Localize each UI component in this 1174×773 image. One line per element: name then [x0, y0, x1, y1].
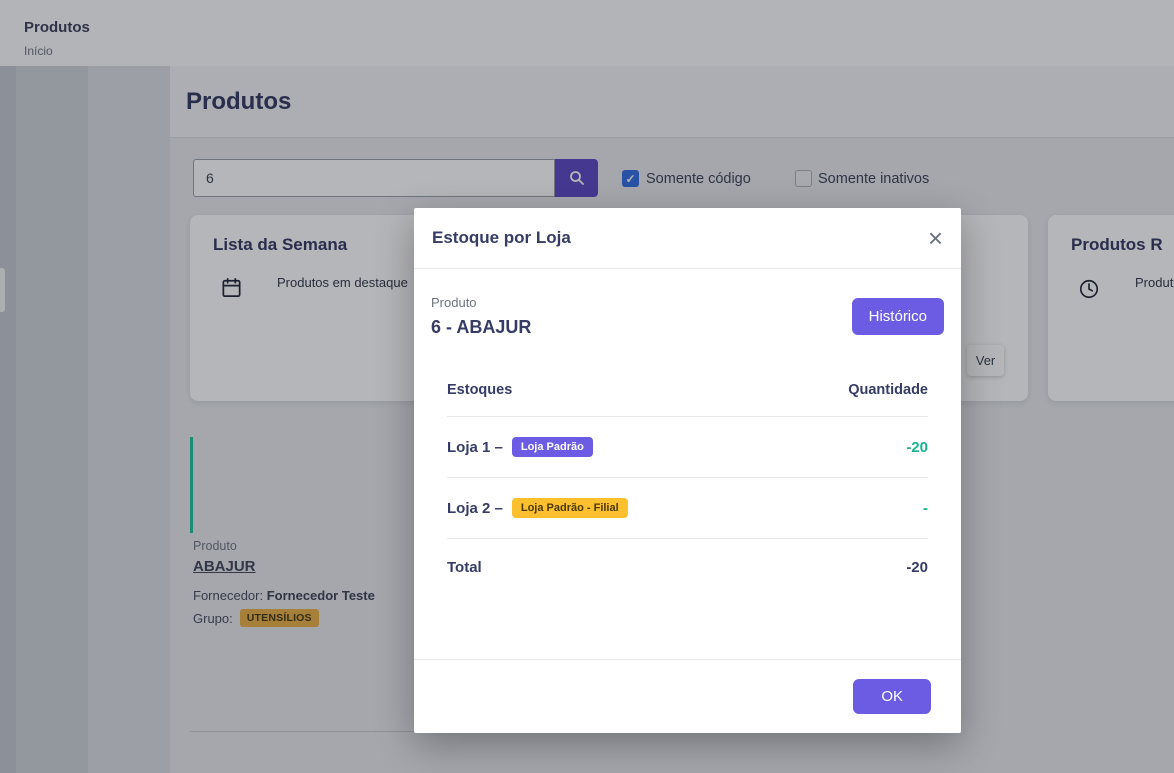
check-icon: ✓	[625, 171, 636, 186]
page-header-band	[170, 66, 1174, 138]
stock-table-header: Estoques Quantidade	[447, 376, 928, 417]
product-group-line: Grupo: UTENSÍLIOS	[193, 609, 319, 627]
group-label: Grupo:	[193, 610, 233, 626]
product-supplier-line: Fornecedor: Fornecedor Teste	[193, 588, 375, 603]
topbar-title: Produtos	[24, 19, 90, 36]
modal-product-name: 6 - ABAJUR	[431, 317, 532, 337]
supplier-label: Fornecedor:	[193, 588, 264, 603]
modal-title: Estoque por Loja	[432, 228, 571, 247]
clock-icon	[1078, 278, 1100, 305]
supplier-value: Fornecedor Teste	[266, 588, 375, 603]
product-name-link[interactable]: ABAJUR	[193, 558, 256, 575]
estoque-por-loja-modal: Estoque por Loja × Produto 6 - ABAJUR Hi…	[414, 208, 961, 733]
store-badge: Loja Padrão - Filial	[511, 498, 628, 518]
product-label: Produto	[193, 539, 237, 553]
modal-product-block: Produto 6 - ABAJUR	[431, 295, 531, 338]
store-badge: Loja Padrão	[511, 437, 593, 457]
ok-button[interactable]: OK	[853, 679, 931, 714]
total-row: Total -20	[447, 539, 928, 596]
modal-product-label: Produto	[431, 295, 477, 310]
table-row: Loja 1 – Loja Padrão -20	[447, 417, 928, 478]
store-name: Loja 1 –	[447, 438, 503, 456]
modal-footer: OK	[414, 659, 961, 733]
quantity-column-header: Quantidade	[848, 382, 928, 398]
card-week-title: Lista da Semana	[213, 235, 348, 254]
store-cell: Loja 1 – Loja Padrão	[447, 437, 593, 457]
sidebar-active-indicator	[0, 268, 5, 312]
checkbox-somente-codigo-label: Somente código	[646, 171, 751, 187]
historico-button[interactable]: Histórico	[851, 298, 944, 335]
table-row: Loja 2 – Loja Padrão - Filial -	[447, 478, 928, 539]
sidebar-icon-rail	[16, 66, 88, 773]
sidebar-panel	[88, 66, 170, 773]
search-input[interactable]	[193, 159, 555, 197]
modal-body: Produto 6 - ABAJUR Histórico Estoques Qu…	[414, 269, 961, 596]
breadcrumb-inicio[interactable]: Início	[24, 44, 53, 58]
checkbox-somente-inativos[interactable]	[795, 170, 812, 187]
left-rail	[0, 66, 16, 773]
modal-header: Estoque por Loja ×	[414, 208, 961, 269]
quantity-value: -	[923, 499, 928, 517]
stock-table: Estoques Quantidade Loja 1 – Loja Padrão…	[447, 376, 928, 596]
list-divider	[190, 731, 630, 732]
checkbox-somente-codigo[interactable]: ✓	[622, 170, 639, 187]
card-recent-title: Produtos R	[1071, 235, 1163, 254]
close-icon[interactable]: ×	[927, 223, 943, 253]
total-label: Total	[447, 559, 482, 576]
quantity-value: -20	[906, 438, 928, 456]
total-quantity: -20	[906, 559, 928, 576]
total-label-text: Total	[447, 559, 482, 576]
modal-product-row: Produto 6 - ABAJUR Histórico	[431, 295, 944, 338]
card-week-description: Produtos em destaque	[277, 275, 408, 290]
calendar-icon	[220, 276, 243, 304]
checkbox-somente-inativos-label: Somente inativos	[818, 171, 930, 187]
ver-button[interactable]: Ver	[967, 345, 1004, 376]
stores-column-header: Estoques	[447, 382, 513, 398]
store-name: Loja 2 –	[447, 499, 503, 517]
search-button[interactable]	[555, 159, 598, 197]
topbar: Produtos Início	[0, 0, 1174, 66]
page-title: Produtos	[186, 88, 292, 115]
group-badge: UTENSÍLIOS	[239, 609, 319, 627]
search-icon	[568, 169, 586, 187]
card-recent-description: Produt	[1135, 275, 1174, 290]
selected-row-accent	[190, 437, 193, 533]
card-produtos-recentes: Produtos R Produt	[1048, 215, 1174, 401]
store-cell: Loja 2 – Loja Padrão - Filial	[447, 498, 628, 518]
